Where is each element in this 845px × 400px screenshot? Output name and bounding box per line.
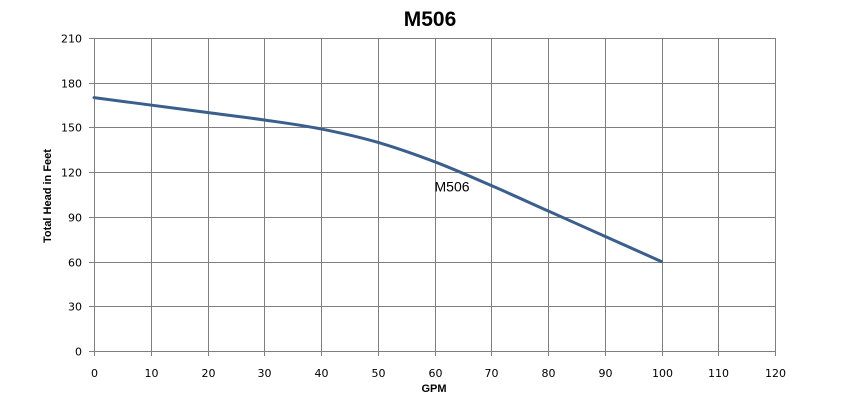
gridlines: [89, 38, 776, 356]
x-tick-label: 90: [599, 367, 613, 380]
y-tick-label: 210: [61, 33, 82, 46]
x-tick-label: 0: [91, 367, 98, 380]
y-axis-tick-labels: 0 30 60 90 120 150 180 210: [61, 33, 82, 359]
y-tick-label: 30: [68, 301, 82, 314]
y-tick-label: 0: [75, 346, 82, 359]
series-line-m506: [92, 96, 663, 264]
series-label: M506: [435, 179, 470, 195]
chart-title: M506: [404, 8, 457, 31]
x-tick-label: 10: [145, 367, 159, 380]
y-tick-label: 120: [61, 167, 82, 180]
x-tick-label: 120: [765, 367, 786, 380]
x-tick-label: 50: [372, 367, 386, 380]
y-tick-label: 60: [68, 257, 82, 270]
x-tick-label: 80: [542, 367, 556, 380]
y-tick-label: 90: [68, 212, 82, 225]
x-tick-label: 110: [708, 367, 729, 380]
x-tick-label: 40: [315, 367, 329, 380]
x-tick-label: 100: [652, 367, 673, 380]
plot-area-border: [94, 38, 776, 352]
series-lines: M506: [92, 96, 663, 264]
y-tick-label: 180: [61, 78, 82, 91]
y-tick-label: 150: [61, 122, 82, 135]
x-axis-tick-labels: 0 10 20 30 40 50 60 70 80 90 100 110 120: [91, 367, 786, 380]
x-axis-title: GPM: [421, 383, 446, 395]
x-tick-label: 30: [258, 367, 272, 380]
x-tick-label: 20: [202, 367, 216, 380]
y-axis-title: Total Head in Feet: [42, 149, 54, 243]
x-tick-label: 60: [429, 367, 443, 380]
x-tick-label: 70: [485, 367, 499, 380]
